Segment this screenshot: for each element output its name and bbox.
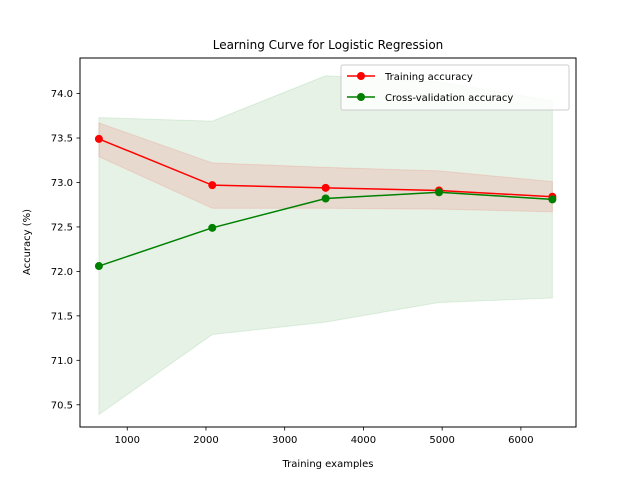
data-point-cross-validation [94, 262, 103, 271]
y-tick-label: 70.5 [51, 400, 73, 411]
plot-area-frame [79, 57, 577, 428]
data-point-training [208, 181, 217, 190]
y-tick-label: 73.0 [51, 178, 73, 189]
series-markers [94, 134, 557, 271]
y-tick-label: 71.5 [51, 311, 73, 322]
x-tick-label: 1000 [115, 435, 140, 446]
legend-marker-training [357, 72, 365, 80]
y-tick-label: 72.0 [51, 267, 73, 278]
data-point-cross-validation [435, 188, 444, 197]
legend: Training accuracy Cross-validation accur… [340, 64, 570, 111]
legend-label-training: Training accuracy [384, 72, 473, 83]
data-point-training [94, 134, 103, 143]
x-tick-label: 5000 [429, 435, 454, 446]
confidence-band-cross-validation [98, 75, 553, 416]
y-axis-ticks: 70.5 71.0 71.5 72.0 72.5 73.0 73.5 74.0 [51, 89, 80, 411]
data-point-cross-validation [548, 195, 557, 204]
data-point-cross-validation [321, 194, 330, 203]
legend-box [340, 64, 570, 111]
x-tick-label: 4000 [351, 435, 376, 446]
x-axis-ticks: 1000 2000 3000 4000 5000 6000 [115, 427, 534, 446]
data-point-training [321, 183, 330, 192]
y-tick-label: 72.5 [51, 222, 73, 233]
x-tick-label: 3000 [272, 435, 297, 446]
x-tick-label: 2000 [193, 435, 218, 446]
y-tick-label: 73.5 [51, 134, 73, 145]
data-point-cross-validation [208, 223, 217, 232]
y-tick-label: 71.0 [51, 356, 73, 367]
x-tick-label: 6000 [508, 435, 533, 446]
chart-title: Learning Curve for Logistic Regression [213, 38, 444, 52]
legend-marker-cross-validation [357, 93, 365, 101]
y-axis-label: Accuracy (%) [22, 209, 33, 275]
legend-label-cross-validation: Cross-validation accuracy [385, 93, 513, 104]
y-tick-label: 74.0 [51, 89, 73, 100]
x-axis-label: Training examples [282, 459, 374, 470]
